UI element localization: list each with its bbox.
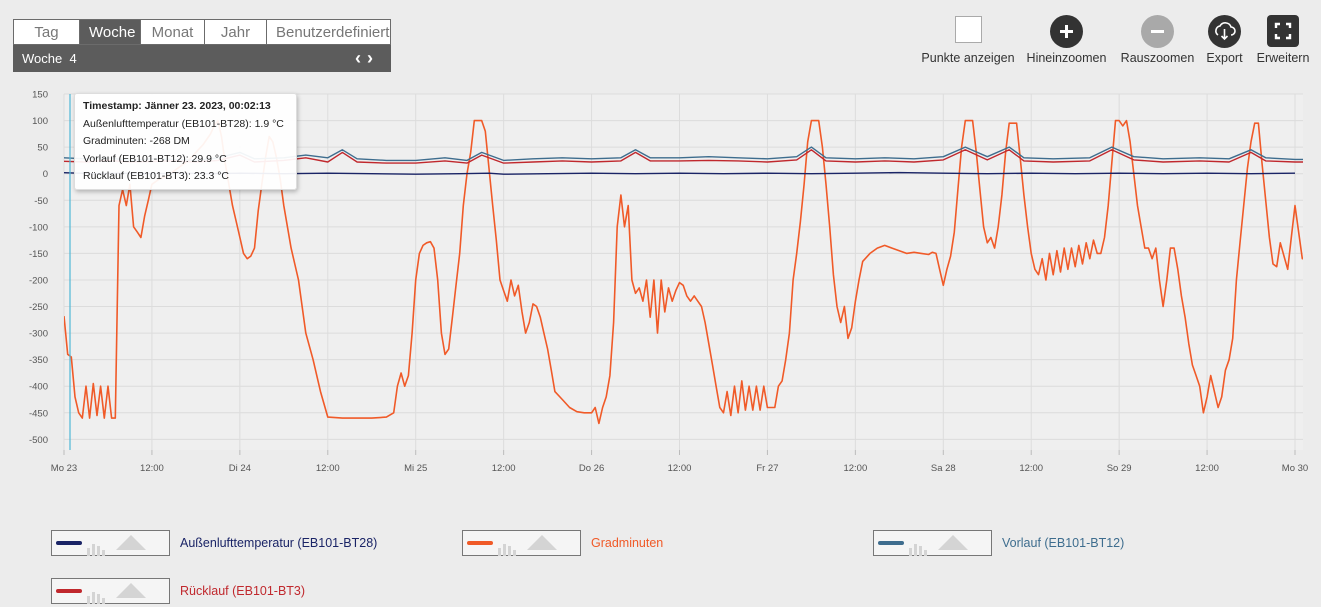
expand-button[interactable]: Erweitern [1257, 15, 1309, 65]
week-nav: ‹› [355, 45, 379, 72]
x-tick-label: 12:00 [1195, 463, 1219, 474]
x-tick-label: 12:00 [492, 463, 516, 474]
x-tick-label: Mo 30 [1282, 463, 1308, 474]
y-tick-label: -100 [29, 222, 48, 233]
x-tick-label: 12:00 [843, 463, 867, 474]
show-points-toggle[interactable]: Punkte anzeigen [921, 15, 1015, 65]
y-tick-label: -200 [29, 275, 48, 286]
x-tick-label: 12:00 [668, 463, 692, 474]
bar-chart-icon [498, 538, 518, 556]
area-chart-icon [527, 535, 557, 550]
area-chart-icon [116, 535, 146, 550]
minus-icon [1141, 15, 1174, 48]
legend-toggle[interactable] [51, 578, 170, 604]
y-tick-label: -250 [29, 302, 48, 313]
x-tick-label: Do 26 [579, 463, 604, 474]
y-tick-label: -300 [29, 329, 48, 340]
legend-item-supply[interactable]: Vorlauf (EB101-BT12) [873, 530, 1124, 556]
export-button[interactable]: Export [1206, 15, 1243, 65]
export-label: Export [1206, 51, 1243, 65]
legend-swatch [878, 541, 904, 545]
legend-label: Gradminuten [591, 536, 664, 550]
x-tick-label: Mo 23 [51, 463, 77, 474]
show-points-checkbox[interactable] [954, 16, 982, 43]
x-tick-label: 12:00 [316, 463, 340, 474]
plus-icon [1050, 15, 1083, 48]
legend-item-degree-minutes[interactable]: Gradminuten [462, 530, 663, 556]
y-tick-label: 50 [37, 143, 48, 154]
legend-swatch [467, 541, 493, 545]
zoom-in-label: Hineinzoomen [1026, 51, 1107, 65]
legend-label: Rücklauf (EB101-BT3) [180, 584, 306, 598]
bar-chart-icon [87, 586, 107, 604]
tab-day[interactable]: Tag [13, 19, 80, 45]
zoom-out-label: Rauszoomen [1120, 51, 1195, 65]
y-tick-label: 150 [32, 90, 48, 101]
tab-custom[interactable]: Benutzerdefiniert [267, 19, 391, 45]
legend-toggle[interactable] [51, 530, 170, 556]
area-chart-icon [938, 535, 968, 550]
legend-item-outdoor-temp[interactable]: Außenlufttemperatur (EB101-BT28) [51, 530, 377, 556]
legend-swatch [56, 541, 82, 545]
fullscreen-icon [1267, 15, 1299, 47]
legend-toggle[interactable] [462, 530, 581, 556]
chart-tooltip: Timestamp: Jänner 23. 2023, 00:02:13 Auß… [74, 93, 297, 190]
x-tick-label: 12:00 [140, 463, 164, 474]
tab-year[interactable]: Jahr [205, 19, 267, 45]
y-tick-label: -400 [29, 382, 48, 393]
x-tick-label: Fr 27 [756, 463, 778, 474]
legend-label: Außenlufttemperatur (EB101-BT28) [180, 536, 378, 550]
next-week-button[interactable]: › [367, 48, 379, 68]
bar-chart-icon [909, 538, 929, 556]
expand-label: Erweitern [1256, 51, 1310, 65]
y-tick-label: -450 [29, 408, 48, 419]
show-points-label: Punkte anzeigen [921, 51, 1015, 65]
area-chart-icon [116, 583, 146, 598]
week-label: Woche [22, 51, 63, 66]
tooltip-row: Vorlauf (EB101-BT12): 29.9 °C [83, 152, 227, 165]
zoom-out-button[interactable]: Rauszoomen [1121, 15, 1194, 65]
tooltip-row: Außenlufttemperatur (EB101-BT28): 1.9 °C [83, 117, 284, 130]
y-tick-label: -150 [29, 249, 48, 260]
x-tick-label: Mi 25 [404, 463, 427, 474]
x-tick-label: So 29 [1107, 463, 1132, 474]
y-tick-label: -50 [34, 196, 48, 207]
tooltip-row: Gradminuten: -268 DM [83, 135, 190, 147]
prev-week-button[interactable]: ‹ [355, 48, 367, 68]
x-tick-label: 12:00 [1019, 463, 1043, 474]
tab-month[interactable]: Monat [141, 19, 205, 45]
legend-toggle[interactable] [873, 530, 992, 556]
legend-item-return[interactable]: Rücklauf (EB101-BT3) [51, 578, 305, 604]
week-selector: Woche 4 ‹› [13, 45, 391, 72]
legend-label: Vorlauf (EB101-BT12) [1002, 536, 1125, 550]
week-number: 4 [69, 51, 77, 66]
legend-swatch [56, 589, 82, 593]
cloud-download-icon [1208, 15, 1241, 48]
x-tick-label: Di 24 [229, 463, 251, 474]
tooltip-row: Rücklauf (EB101-BT3): 23.3 °C [83, 170, 230, 182]
tab-week[interactable]: Woche [80, 19, 141, 45]
tooltip-timestamp: Timestamp: Jänner 23. 2023, 00:02:13 [83, 100, 271, 112]
bar-chart-icon [87, 538, 107, 556]
y-tick-label: -350 [29, 355, 48, 366]
y-tick-label: 0 [43, 169, 48, 180]
period-tabs: Tag Woche Monat Jahr Benutzerdefiniert [13, 19, 391, 45]
y-tick-label: 100 [32, 116, 48, 127]
y-tick-label: -500 [29, 435, 48, 446]
zoom-in-button[interactable]: Hineinzoomen [1027, 15, 1106, 65]
x-tick-label: Sa 28 [931, 463, 956, 474]
